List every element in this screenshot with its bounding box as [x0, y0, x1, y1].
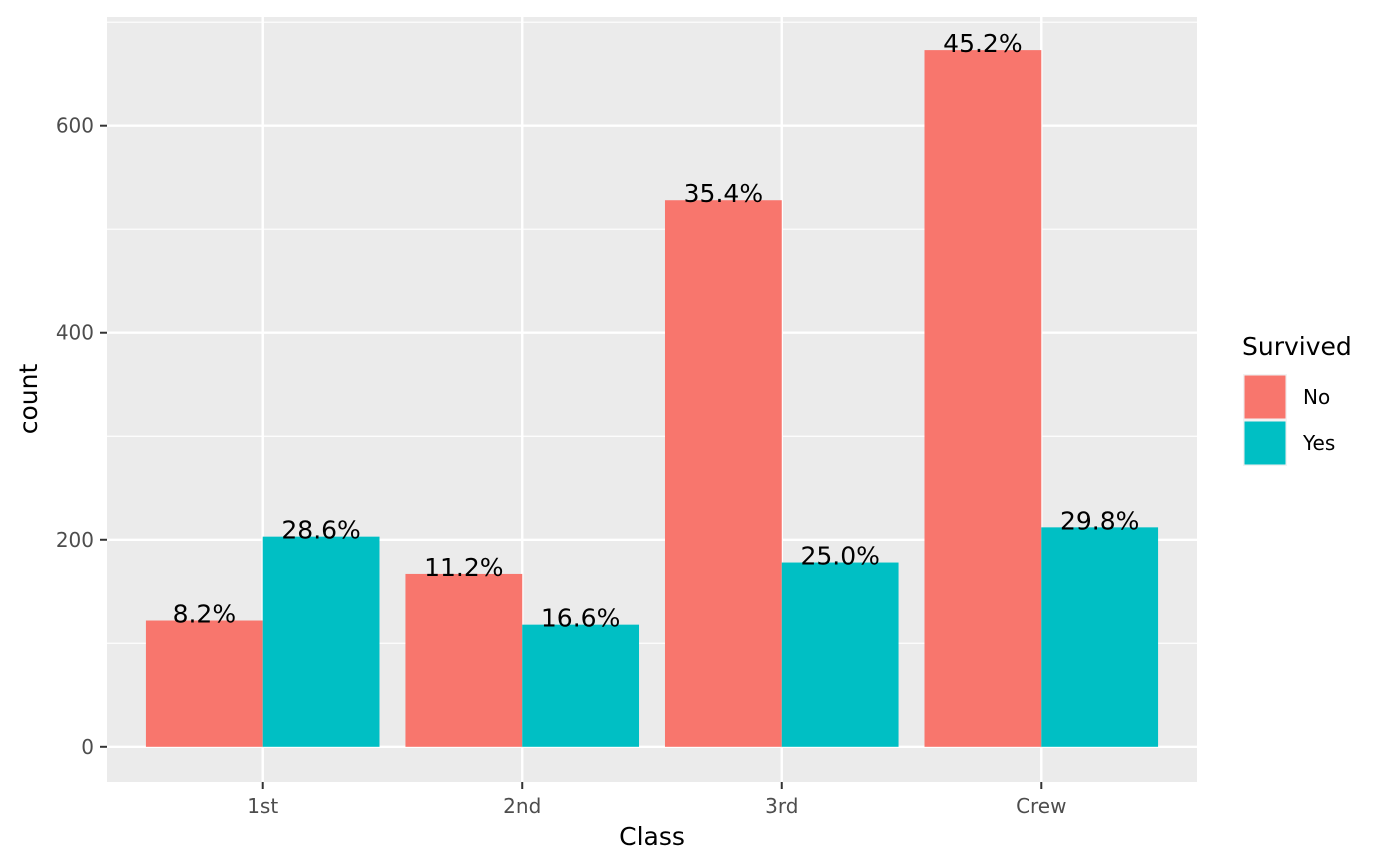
data-label: 25.0% [800, 542, 879, 571]
y-axis: 0 200 400 600 [56, 114, 107, 759]
x-tick-label: Crew [1016, 794, 1066, 818]
bar-no-3rd [664, 200, 782, 747]
legend: Survived No Yes [1242, 332, 1352, 466]
data-label: 29.8% [1060, 506, 1139, 535]
data-labels: 8.2% 11.2% 35.4% 45.2% 28.6% 16.6% 25.0% 29.8% [173, 29, 1140, 633]
bar-no-crew [924, 50, 1042, 747]
data-label: 45.2% [943, 29, 1022, 58]
x-axis-title: Class [619, 822, 685, 851]
data-label: 28.6% [281, 516, 360, 545]
data-label: 8.2% [173, 600, 237, 629]
legend-label-yes: Yes [1302, 431, 1335, 455]
data-label: 35.4% [684, 179, 763, 208]
data-label: 11.2% [424, 553, 503, 582]
y-tick-label: 0 [81, 735, 94, 759]
legend-key-no [1244, 375, 1286, 419]
y-tick-label: 600 [56, 114, 94, 138]
x-tick-label: 1st [247, 794, 278, 818]
bar-no-1st [145, 620, 263, 747]
bar-yes-crew [1041, 527, 1159, 747]
legend-label-no: No [1303, 385, 1330, 409]
bar-no-2nd [405, 573, 523, 747]
bar-yes-2nd [522, 624, 640, 747]
x-tick-label: 2nd [503, 794, 541, 818]
legend-key-yes [1244, 421, 1286, 465]
bars [145, 50, 1159, 747]
y-tick-label: 200 [56, 528, 94, 552]
y-tick-label: 400 [56, 321, 94, 345]
x-axis: 1st 2nd 3rd Crew [247, 782, 1066, 818]
legend-title: Survived [1242, 332, 1352, 361]
bar-yes-1st [262, 536, 380, 747]
y-axis-title: count [14, 364, 43, 435]
data-label: 16.6% [541, 604, 620, 633]
bar-yes-3rd [781, 562, 899, 747]
x-tick-label: 3rd [765, 794, 798, 818]
